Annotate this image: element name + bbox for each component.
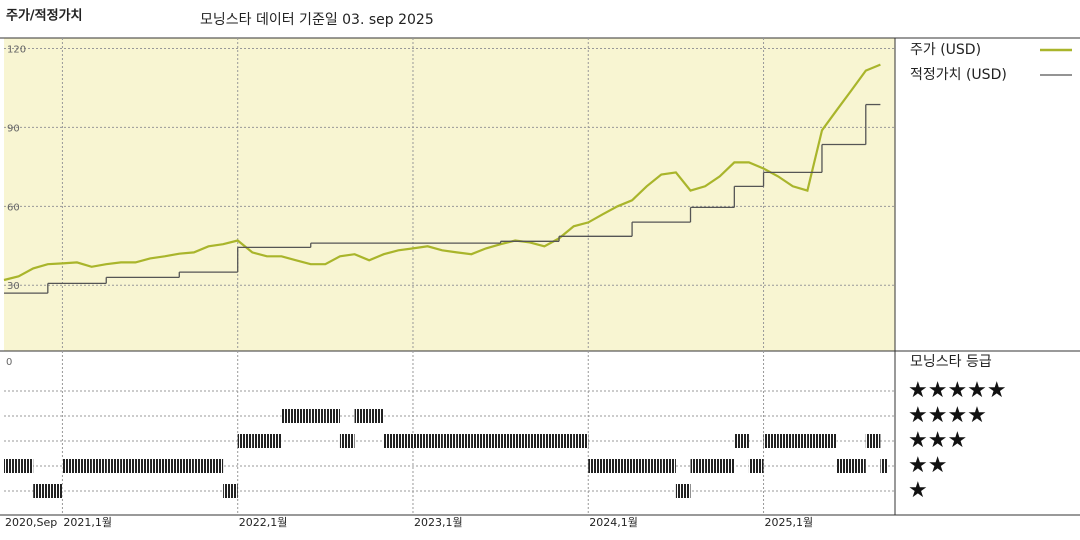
rating-bar [617,459,633,473]
rating-bar [442,434,457,448]
rating-bar [851,459,866,473]
rating-bar [281,409,297,423]
rating-bar [529,434,545,448]
rating-bar [339,434,355,448]
rating-bar [559,434,574,448]
y-tick-label: 90 [7,123,20,134]
legend-label: 적정가치 (USD) [910,67,1007,83]
rating-bar [836,459,852,473]
rating-bar [208,459,224,473]
rating-bar [632,459,647,473]
rating-bar [602,459,618,473]
rating-bar [266,434,282,448]
rating-bar [661,459,676,473]
rating-bar [646,459,662,473]
rating-bar [573,434,589,448]
rating-bar [544,434,560,448]
rating-bar [690,459,706,473]
x-tick-label: 2024,1월 [589,516,638,529]
rating-bar [150,459,165,473]
rating-bar [33,484,48,498]
x-tick-label: 2020,Sep [5,516,57,529]
x-tick-label: 2025,1월 [765,516,814,529]
rating-bar [296,409,311,423]
rating-bar [471,434,487,448]
star-label: ★★★ [908,428,967,453]
rating-bar [807,434,822,448]
rating-bar [675,484,691,498]
rating-bar [778,434,793,448]
star-label: ★★★★ [908,403,987,428]
rating-bar [500,434,516,448]
rating-title: 모닝스타 등급 [910,354,992,370]
rating-bar [763,434,779,448]
rating-bar [734,434,749,448]
rating-bar [325,409,340,423]
y-tick-label: 60 [7,202,20,213]
star-label: ★★★★★ [908,378,1007,403]
rating-bar [193,459,209,473]
rating-bar [515,434,530,448]
rating-bar [91,459,107,473]
rating-bar [252,434,267,448]
rating-bar [821,434,837,448]
rating-bar [865,434,881,448]
rating-axis-label: 0 [6,357,12,368]
rating-bar [456,434,472,448]
rating-bar [237,434,253,448]
star-label: ★★ [908,453,947,478]
rating-bar [412,434,428,448]
star-label: ★ [908,478,928,503]
rating-bar [18,459,34,473]
plot-bg [4,38,895,351]
chart-title: 주가/적정가치 [6,8,83,24]
rating-bar [588,459,603,473]
rating-bar [47,484,63,498]
rating-bar [486,434,501,448]
rating-bar [4,459,19,473]
legend-label: 주가 (USD) [910,42,981,58]
rating-bar [106,459,121,473]
y-tick-label: 30 [7,281,20,292]
rating-bar [427,434,443,448]
rating-bar [310,409,326,423]
x-tick-label: 2021,1월 [63,516,112,529]
chart-subtitle: 모닝스타 데이터 기준일 03. sep 2025 [200,12,434,28]
rating-bar [77,459,92,473]
rating-bar [398,434,413,448]
rating-bar [135,459,151,473]
x-tick-label: 2022,1월 [239,516,288,529]
rating-bar [354,409,370,423]
price-line [3,63,881,282]
rating-bar [880,459,887,473]
y-tick-label: 120 [7,45,26,56]
rating-bar [792,434,808,448]
rating-bar [748,459,764,473]
rating-bar [369,409,384,423]
rating-bar [705,459,720,473]
rating-bar [719,459,735,473]
rating-bar [383,434,399,448]
rating-bar [179,459,194,473]
x-tick-label: 2023,1월 [414,516,463,529]
rating-bar [120,459,136,473]
rating-bar [62,459,78,473]
rating-bar [223,484,238,498]
rating-bar [164,459,180,473]
